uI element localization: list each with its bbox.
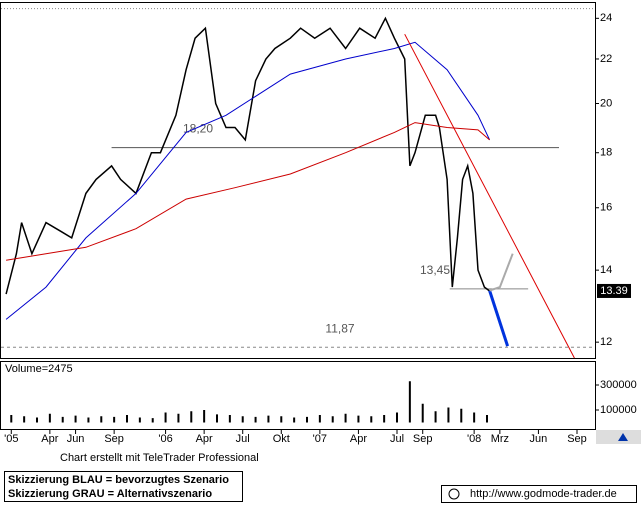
volume-bar xyxy=(267,415,270,423)
x-tick-label: '08 xyxy=(467,433,481,445)
volume-panel xyxy=(0,361,596,430)
x-tick-label: Jul xyxy=(236,433,250,445)
price-line xyxy=(5,41,491,320)
volume-bar xyxy=(473,412,476,423)
source-box xyxy=(441,485,637,503)
price-line xyxy=(488,290,510,347)
volume-bar xyxy=(126,415,128,423)
nav-box[interactable] xyxy=(596,430,641,444)
x-tick-label: Sep xyxy=(104,433,124,445)
volume-bar xyxy=(396,412,398,423)
volume-bar xyxy=(408,381,411,423)
x-tick-label: Apr xyxy=(41,433,58,445)
volume-bar xyxy=(177,413,180,423)
y-tick-label: 100000 xyxy=(600,404,637,416)
y-tick-label: 14 xyxy=(600,264,612,276)
volume-bar xyxy=(241,416,244,423)
y-tick-label: 20 xyxy=(600,97,612,109)
price-panel xyxy=(0,2,596,359)
y-tick-label: 12 xyxy=(600,336,612,348)
legend-gray: Skizzierung GRAU = Alternativszenario xyxy=(8,488,212,500)
volume-bar xyxy=(306,416,308,423)
volume-bar xyxy=(151,418,154,423)
volume-bar xyxy=(460,408,463,423)
last-price-label: 13.39 xyxy=(600,285,628,297)
legend-blue: Skizzierung BLAU = bevorzugtes Szenario xyxy=(8,474,229,486)
volume-bar xyxy=(434,411,437,423)
volume-bar xyxy=(216,414,218,423)
x-tick-label: Okt xyxy=(273,433,290,445)
x-tick-label: '05 xyxy=(4,433,18,445)
y-tick-label: 22 xyxy=(600,53,612,65)
volume-bar xyxy=(164,412,167,423)
volume-bar xyxy=(36,417,38,423)
last-price-box xyxy=(597,283,631,298)
x-tick-label: '07 xyxy=(313,433,327,445)
volume-bar xyxy=(447,407,450,423)
volume-bar xyxy=(421,403,424,423)
price-line xyxy=(6,122,490,261)
volume-bar xyxy=(113,416,116,423)
volume-bar xyxy=(383,415,386,423)
x-tick-label: Apr xyxy=(196,433,213,445)
volume-bar xyxy=(203,410,206,423)
price-line xyxy=(404,33,575,359)
volume-bar xyxy=(61,416,64,423)
x-tick-label: Jun xyxy=(67,433,85,445)
y-tick-label: 24 xyxy=(600,12,612,24)
y-tick-label: 16 xyxy=(600,202,612,214)
volume-bar xyxy=(357,415,360,423)
legend-box xyxy=(4,471,243,502)
volume-bar xyxy=(23,416,26,423)
y-tick-label: 300000 xyxy=(600,379,637,391)
level-label: 18,20 xyxy=(183,122,213,136)
volume-bar xyxy=(486,415,488,423)
x-tick-label: Jun xyxy=(530,433,548,445)
volume-bar xyxy=(100,416,103,423)
credit: Chart erstellt mit TeleTrader Profession… xyxy=(60,452,259,464)
volume-bar xyxy=(48,413,51,423)
volume-bar xyxy=(370,416,373,423)
volume-bar xyxy=(87,417,90,423)
price-line xyxy=(5,16,491,295)
nav-icon[interactable] xyxy=(618,433,628,441)
volume-bar xyxy=(10,415,13,423)
x-tick-label: Apr xyxy=(350,433,367,445)
volume-bar xyxy=(331,416,334,423)
price-line xyxy=(489,253,514,292)
volume-bar xyxy=(254,416,257,423)
level-label: 13,45 xyxy=(420,263,450,277)
x-tick-label: Sep xyxy=(567,433,587,445)
source: http://www.godmode-trader.de xyxy=(470,488,617,500)
y-tick-label: 18 xyxy=(600,147,612,159)
volume-bar xyxy=(74,415,77,423)
volume-bar xyxy=(228,415,231,423)
volume-bar xyxy=(318,415,321,423)
level-label: 11,87 xyxy=(325,321,354,335)
x-tick-label: Jul xyxy=(390,433,404,445)
copyright-icon xyxy=(448,488,460,500)
volume-bar xyxy=(344,413,347,423)
volume-bar xyxy=(293,417,296,423)
volume-title: Volume=2475 xyxy=(5,363,73,375)
volume-bar xyxy=(190,411,193,423)
volume-bar xyxy=(280,416,283,423)
x-tick-label: Sep xyxy=(413,433,433,445)
volume-bar xyxy=(138,417,141,423)
x-tick-label: '06 xyxy=(158,433,172,445)
x-tick-label: Mrz xyxy=(491,433,509,445)
